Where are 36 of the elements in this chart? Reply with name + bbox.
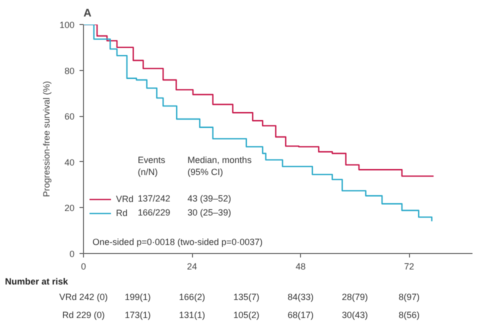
text: Rd 229 (0) xyxy=(62,310,105,320)
y-tick-label: 0 xyxy=(69,249,75,259)
text: 135(7) xyxy=(233,292,260,302)
text: 199(1) xyxy=(124,292,151,302)
x-tick-label: 24 xyxy=(187,262,198,272)
annotation: 30 (25–39) xyxy=(188,207,232,218)
text: 166(2) xyxy=(179,292,206,302)
annotation: One-sided p=0·0018 (two-sided p=0·0037) xyxy=(92,237,263,248)
text: VRd 242 (0) xyxy=(59,292,108,302)
x-tick-label: 48 xyxy=(296,262,306,272)
annotation: 43 (39–52) xyxy=(188,194,232,204)
text: Number at risk xyxy=(5,276,70,286)
text: 131(1) xyxy=(179,310,206,320)
text: 84(33) xyxy=(288,292,314,302)
annotation: Events (n/N) xyxy=(138,155,166,178)
text: 105(2) xyxy=(233,310,260,320)
text: 28(79) xyxy=(342,292,368,302)
chart-title: A xyxy=(84,8,92,20)
text: 30(43) xyxy=(342,310,368,320)
y-tick-label: 60 xyxy=(64,112,75,122)
y-axis-title: Progression-free survival (%) xyxy=(41,80,52,198)
y-tick-label: 40 xyxy=(64,157,75,168)
y-tick-label: 100 xyxy=(59,20,75,30)
annotation: 137/242 xyxy=(138,194,170,204)
annotation: Median, months (95% CI) xyxy=(188,155,252,178)
x-tick-label: 72 xyxy=(404,262,414,272)
text: 8(56) xyxy=(398,310,420,320)
x-tick-label: 0 xyxy=(80,262,86,272)
annotation: 166/229 xyxy=(138,207,170,218)
legend-label: Rd xyxy=(116,207,129,219)
y-tick-label: 20 xyxy=(64,203,75,214)
legend-label: VRd xyxy=(116,193,135,205)
y-tick-label: 80 xyxy=(64,66,75,76)
text: 173(1) xyxy=(124,310,151,320)
text: 68(17) xyxy=(288,310,314,320)
text: 8(97) xyxy=(398,292,420,302)
